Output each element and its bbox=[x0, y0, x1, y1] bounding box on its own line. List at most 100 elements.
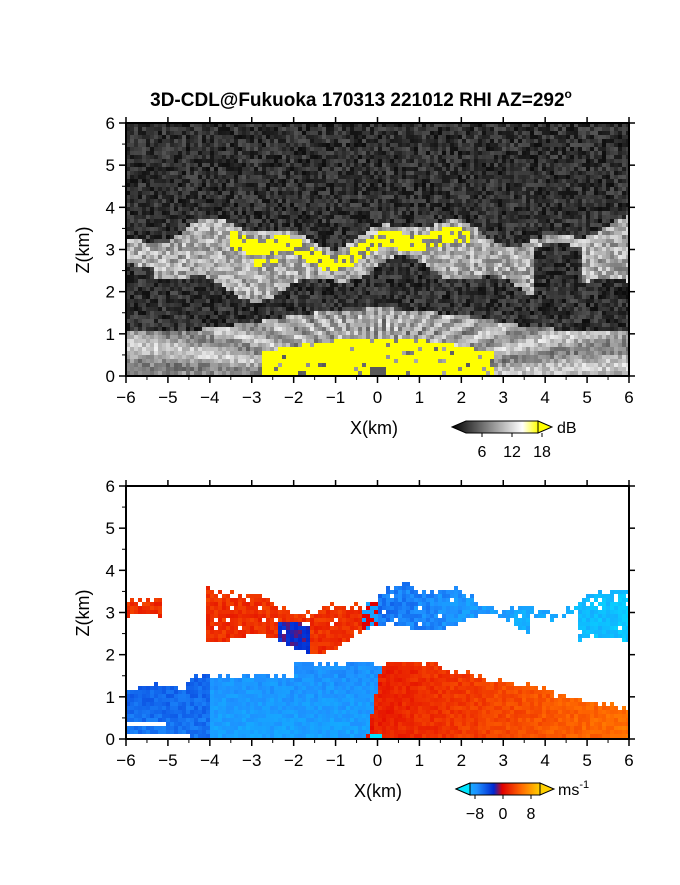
backscatter-cell bbox=[366, 187, 370, 191]
backscatter-cell bbox=[546, 231, 550, 235]
backscatter-cell bbox=[446, 251, 450, 255]
backscatter-cell bbox=[258, 235, 262, 239]
backscatter-cell bbox=[626, 175, 629, 179]
backscatter-cell bbox=[150, 159, 154, 163]
backscatter-cell bbox=[334, 179, 338, 183]
backscatter-cell bbox=[474, 147, 478, 151]
backscatter-cell bbox=[270, 247, 274, 251]
backscatter-cell bbox=[218, 263, 222, 267]
backscatter-cell bbox=[574, 175, 578, 179]
backscatter-cell bbox=[534, 131, 538, 135]
backscatter-cell bbox=[218, 251, 222, 255]
backscatter-cell bbox=[454, 143, 458, 147]
backscatter-cell bbox=[406, 239, 410, 243]
backscatter-cell bbox=[294, 255, 298, 259]
backscatter-cell bbox=[506, 247, 510, 251]
backscatter-cell bbox=[290, 143, 294, 147]
backscatter-cell bbox=[282, 131, 286, 135]
backscatter-cell bbox=[222, 251, 226, 255]
backscatter-cell bbox=[338, 247, 342, 251]
backscatter-cell bbox=[578, 235, 582, 239]
backscatter-cell bbox=[610, 135, 614, 139]
backscatter-cell bbox=[570, 199, 574, 203]
backscatter-cell bbox=[454, 155, 458, 159]
backscatter-cell bbox=[450, 263, 454, 267]
backscatter-cell bbox=[562, 155, 566, 159]
backscatter-cell bbox=[618, 147, 622, 151]
backscatter-cell bbox=[626, 247, 629, 251]
backscatter-cell bbox=[502, 163, 506, 167]
backscatter-cell bbox=[194, 259, 198, 263]
backscatter-cell bbox=[370, 183, 374, 187]
backscatter-cell bbox=[610, 191, 614, 195]
backscatter-cell bbox=[358, 239, 362, 243]
backscatter-cell bbox=[194, 251, 198, 255]
backscatter-cell bbox=[610, 231, 614, 235]
backscatter-cell bbox=[466, 239, 470, 243]
backscatter-cell bbox=[566, 179, 570, 183]
backscatter-cell bbox=[142, 159, 146, 163]
backscatter-cell bbox=[442, 231, 446, 235]
backscatter-cell bbox=[166, 235, 170, 239]
backscatter-cell bbox=[570, 195, 574, 199]
backscatter-cell bbox=[354, 123, 358, 127]
backscatter-cell bbox=[138, 135, 142, 139]
backscatter-cell bbox=[582, 155, 586, 159]
backscatter-cell bbox=[594, 171, 598, 175]
backscatter-cell bbox=[162, 191, 166, 195]
backscatter-cell bbox=[518, 203, 522, 207]
backscatter-cell bbox=[610, 147, 614, 151]
backscatter-cell bbox=[222, 179, 226, 183]
backscatter-cell bbox=[434, 187, 438, 191]
backscatter-cell bbox=[218, 255, 222, 259]
backscatter-cell bbox=[450, 151, 454, 155]
backscatter-cell bbox=[514, 251, 518, 255]
backscatter-cell bbox=[502, 235, 506, 239]
backscatter-cell bbox=[346, 175, 350, 179]
backscatter-cell bbox=[406, 267, 410, 271]
backscatter-cell bbox=[486, 159, 490, 163]
backscatter-cell bbox=[346, 143, 350, 147]
backscatter-cell bbox=[322, 223, 326, 227]
backscatter-cell bbox=[370, 131, 374, 135]
backscatter-cell bbox=[414, 171, 418, 175]
backscatter-cell bbox=[494, 143, 498, 147]
backscatter-cell bbox=[342, 171, 346, 175]
backscatter-cell bbox=[182, 255, 186, 259]
backscatter-cell bbox=[254, 163, 258, 167]
backscatter-cell bbox=[210, 255, 214, 259]
backscatter-cell bbox=[218, 175, 222, 179]
backscatter-cell bbox=[566, 195, 570, 199]
backscatter-cell bbox=[386, 131, 390, 135]
backscatter-cell bbox=[270, 259, 274, 263]
backscatter-cell bbox=[374, 251, 378, 255]
backscatter-cell bbox=[534, 147, 538, 151]
backscatter-cell bbox=[218, 243, 222, 247]
backscatter-cell bbox=[402, 203, 406, 207]
backscatter-cell bbox=[418, 227, 422, 231]
backscatter-cell bbox=[310, 127, 314, 131]
backscatter-cell bbox=[318, 135, 322, 139]
backscatter-cell bbox=[402, 231, 406, 235]
backscatter-cell bbox=[370, 219, 374, 223]
backscatter-cell bbox=[262, 207, 266, 211]
backscatter-cell bbox=[258, 147, 262, 151]
backscatter-cell bbox=[466, 131, 470, 135]
backscatter-cell bbox=[230, 163, 234, 167]
backscatter-cell bbox=[454, 227, 458, 231]
backscatter-cell bbox=[522, 123, 526, 127]
backscatter-cell bbox=[286, 127, 290, 131]
backscatter-cell bbox=[218, 223, 222, 227]
backscatter-cell bbox=[274, 199, 278, 203]
backscatter-cell bbox=[126, 171, 130, 175]
backscatter-cell bbox=[562, 163, 566, 167]
backscatter-cell bbox=[142, 135, 146, 139]
backscatter-cell bbox=[202, 187, 206, 191]
backscatter-cell bbox=[610, 179, 614, 183]
backscatter-cell bbox=[442, 171, 446, 175]
backscatter-cell bbox=[198, 247, 202, 251]
backscatter-cell bbox=[290, 255, 294, 259]
backscatter-cell bbox=[194, 183, 198, 187]
backscatter-cell bbox=[354, 163, 358, 167]
backscatter-cell bbox=[290, 211, 294, 215]
